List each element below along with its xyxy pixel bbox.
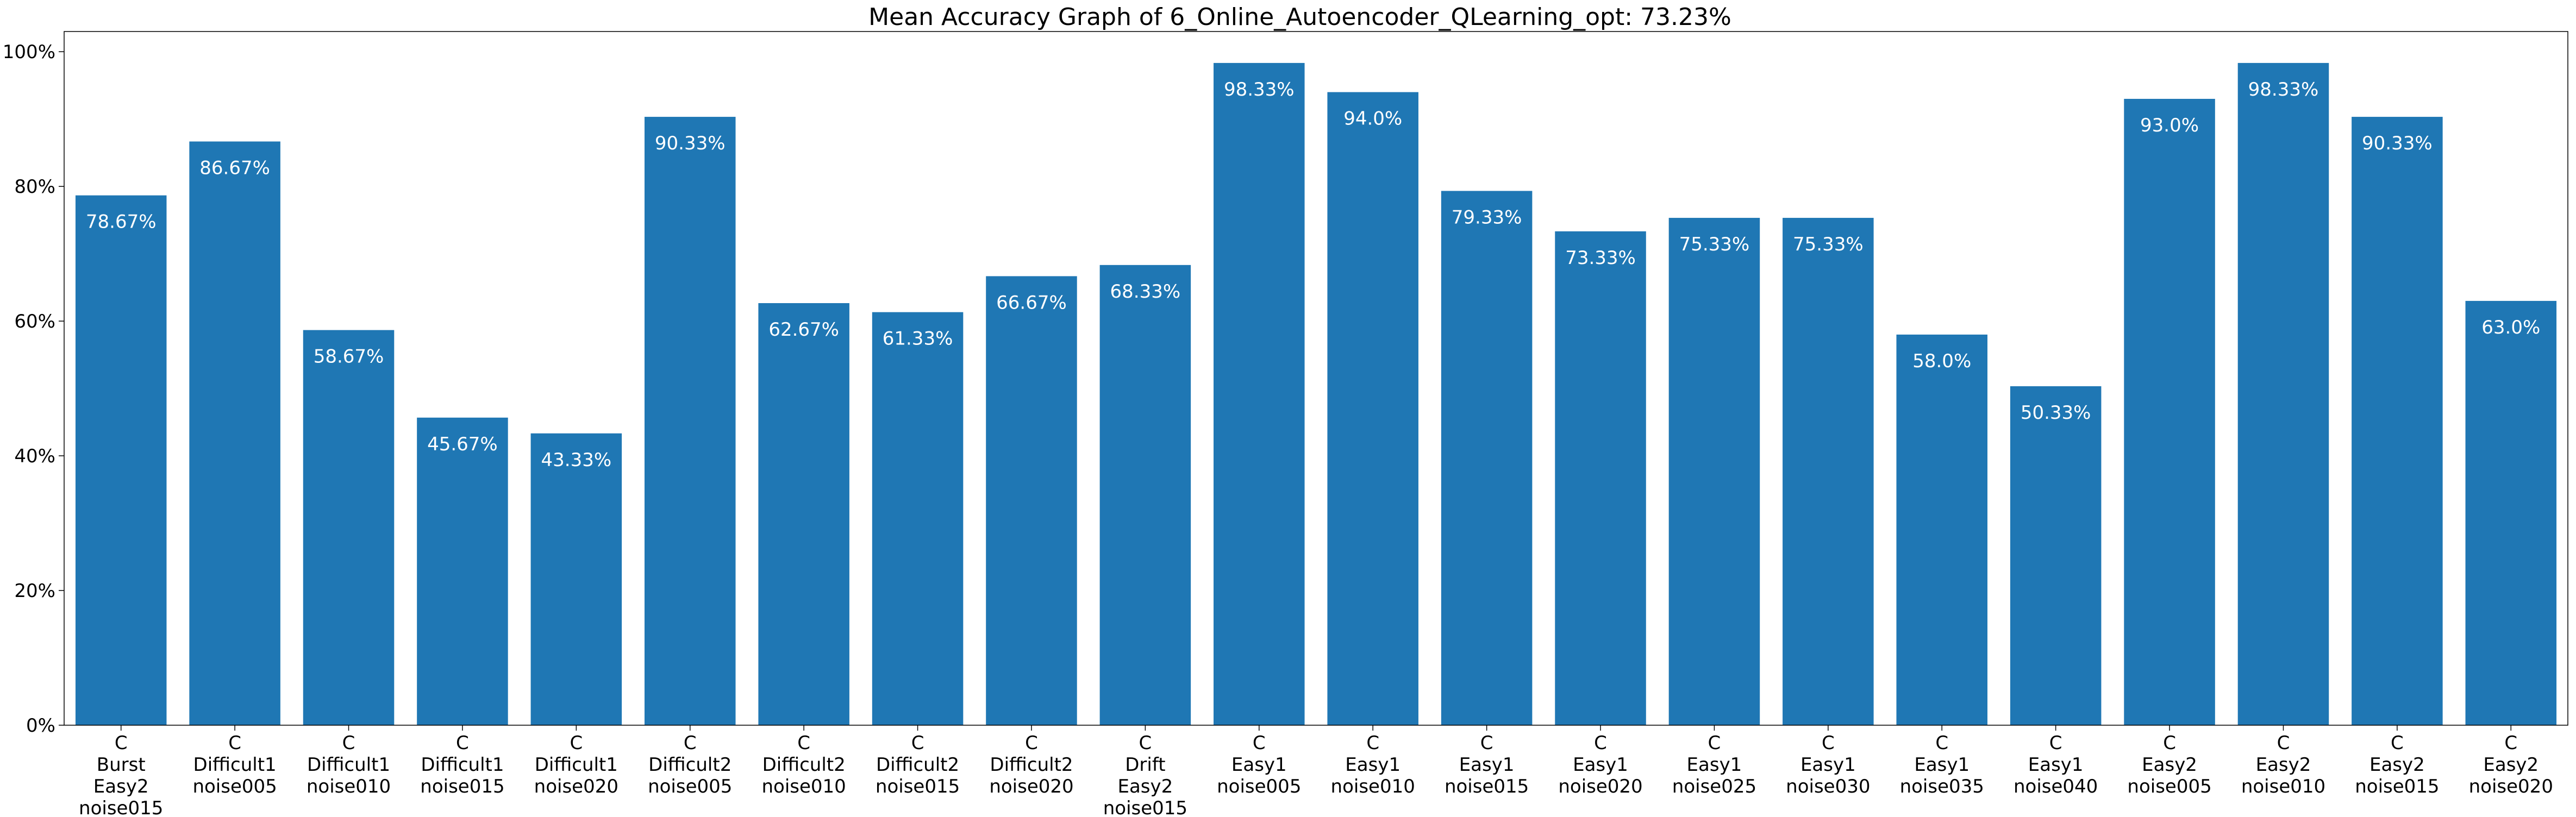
x-tick-label: C Easy2 noise015 <box>2355 732 2439 797</box>
y-tick-label: 60% <box>14 311 55 332</box>
bar-value-label: 79.33% <box>1452 206 1522 228</box>
y-tick-label: 100% <box>3 41 55 63</box>
x-tick-label: C Easy1 noise025 <box>1672 732 1756 797</box>
bar <box>2465 300 2557 725</box>
bar <box>2352 117 2443 726</box>
bar-value-label: 61.33% <box>883 328 953 350</box>
bar <box>189 141 280 725</box>
y-tick-label: 80% <box>14 176 55 198</box>
x-tick-label: C Difficult2 noise010 <box>761 732 846 797</box>
bar-value-label: 63.0% <box>2481 317 2540 338</box>
bar-value-label: 98.33% <box>1224 79 1295 100</box>
bar-value-label: 68.33% <box>1110 281 1181 303</box>
bar-value-label: 62.67% <box>768 319 839 341</box>
x-axis: C Burst Easy2 noise015 C Difficult1 noise005 C D… <box>79 725 2553 817</box>
bar-value-label: 98.33% <box>2248 79 2319 100</box>
x-tick-label: C Easy1 noise020 <box>1558 732 1642 797</box>
bar <box>872 312 964 725</box>
bar-value-label: 45.67% <box>427 433 498 455</box>
bars-layer <box>75 62 2557 726</box>
x-tick-label: C Easy1 noise030 <box>1786 732 1870 797</box>
x-tick-label: C Easy2 noise020 <box>2469 732 2553 797</box>
bar-value-label: 58.67% <box>314 346 384 368</box>
y-axis: 0% 20% 40% 60% 80% 100% <box>3 41 64 737</box>
bar-value-label: 43.33% <box>541 449 612 471</box>
bar <box>986 276 1077 725</box>
x-tick-label: C Easy1 noise015 <box>1445 732 1529 797</box>
bar-value-label: 90.33% <box>655 133 726 154</box>
x-tick-label: C Difficult1 noise015 <box>420 732 504 797</box>
bar <box>1668 218 1760 725</box>
x-tick-label: C Drift Easy2 noise015 <box>1103 732 1187 815</box>
bar <box>75 195 167 725</box>
bar-value-label: 78.67% <box>86 211 157 233</box>
bar <box>530 433 622 725</box>
x-tick-label: C Difficult1 noise005 <box>192 732 277 797</box>
bar <box>644 117 736 726</box>
x-tick-label: C Difficult2 noise015 <box>876 732 960 797</box>
bar <box>417 417 508 725</box>
y-tick-label: 20% <box>14 580 55 602</box>
bar <box>303 330 395 725</box>
bar <box>2237 62 2329 726</box>
bar-value-label: 86.67% <box>199 157 270 179</box>
chart-title: Mean Accuracy Graph of 6_Online_Autoenco… <box>868 3 1731 31</box>
bar <box>1896 334 1988 725</box>
x-tick-label: C Difficult2 noise020 <box>989 732 1073 797</box>
bar <box>1099 265 1191 725</box>
y-tick-label: 40% <box>14 445 55 467</box>
bar <box>1214 62 1305 726</box>
x-tick-label: C Easy2 noise010 <box>2241 732 2325 797</box>
bar <box>758 303 849 725</box>
bar-value-label: 75.33% <box>1679 234 1750 255</box>
plot-frame <box>64 31 2568 726</box>
bar-value-label: 58.0% <box>1912 350 1971 372</box>
x-tick-label: C Difficult2 noise005 <box>648 732 732 797</box>
bar-value-label: 73.33% <box>1565 247 1636 269</box>
x-tick-label: C Easy1 noise005 <box>1217 732 1301 797</box>
y-tick-label: 0% <box>26 715 55 737</box>
x-tick-label: C Easy1 noise010 <box>1331 732 1415 797</box>
x-tick-label: C Easy1 noise040 <box>2014 732 2098 797</box>
x-tick-label: C Difficult1 noise020 <box>534 732 618 797</box>
bar-value-label: 75.33% <box>1793 234 1864 255</box>
x-tick-label: C Easy1 noise035 <box>1900 732 1984 797</box>
bar-value-label: 50.33% <box>2021 402 2091 424</box>
data-labels-layer: 78.67% 86.67% 58.67% 45.67% 43.33% 90.33% 62.6… <box>86 79 2540 471</box>
x-tick-label: C Difficult1 noise010 <box>307 732 391 797</box>
bar <box>1327 92 1418 725</box>
x-tick-label: C Easy2 noise005 <box>2127 732 2211 797</box>
bar-value-label: 94.0% <box>1343 108 1402 130</box>
bar <box>1783 218 1874 725</box>
x-tick-label: C Burst Easy2 noise015 <box>79 732 163 815</box>
bar-value-label: 90.33% <box>2362 133 2433 154</box>
bar-value-label: 66.67% <box>996 292 1067 313</box>
bar <box>2010 386 2102 725</box>
bar <box>1441 191 1533 725</box>
bar <box>2124 98 2215 725</box>
bar-value-label: 93.0% <box>2140 115 2199 136</box>
bar <box>1555 231 1646 725</box>
